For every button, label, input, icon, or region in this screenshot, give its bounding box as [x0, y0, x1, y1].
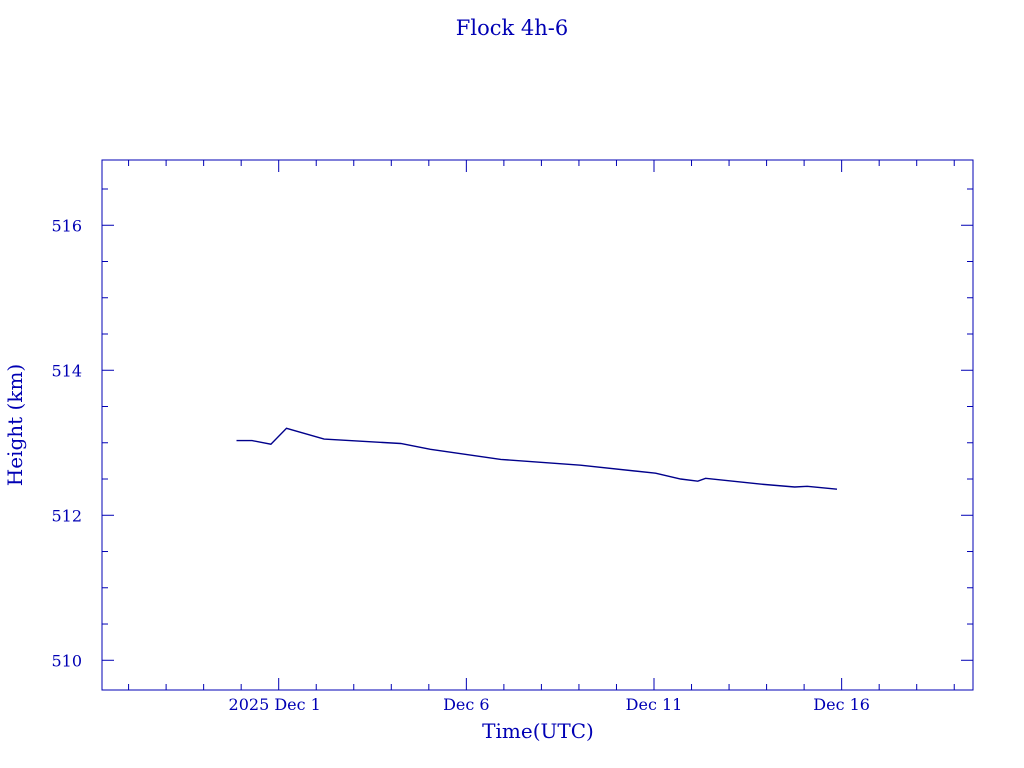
- height-series-line: [236, 427, 838, 490]
- x-tick-label: Dec 16: [813, 695, 870, 714]
- x-tick-label: Dec 6: [443, 695, 490, 714]
- y-tick-label: 514: [51, 361, 82, 380]
- x-tick-label: 2025 Dec 1: [229, 695, 321, 714]
- chart-title: Flock 4h-6: [455, 16, 569, 40]
- y-tick-label: 516: [51, 216, 82, 235]
- y-tick-label: 512: [51, 506, 82, 525]
- y-tick-label: 510: [51, 651, 82, 670]
- x-tick-label: Dec 11: [626, 695, 683, 714]
- x-axis-label: Time(UTC): [482, 719, 594, 743]
- plot-frame: [101, 159, 974, 691]
